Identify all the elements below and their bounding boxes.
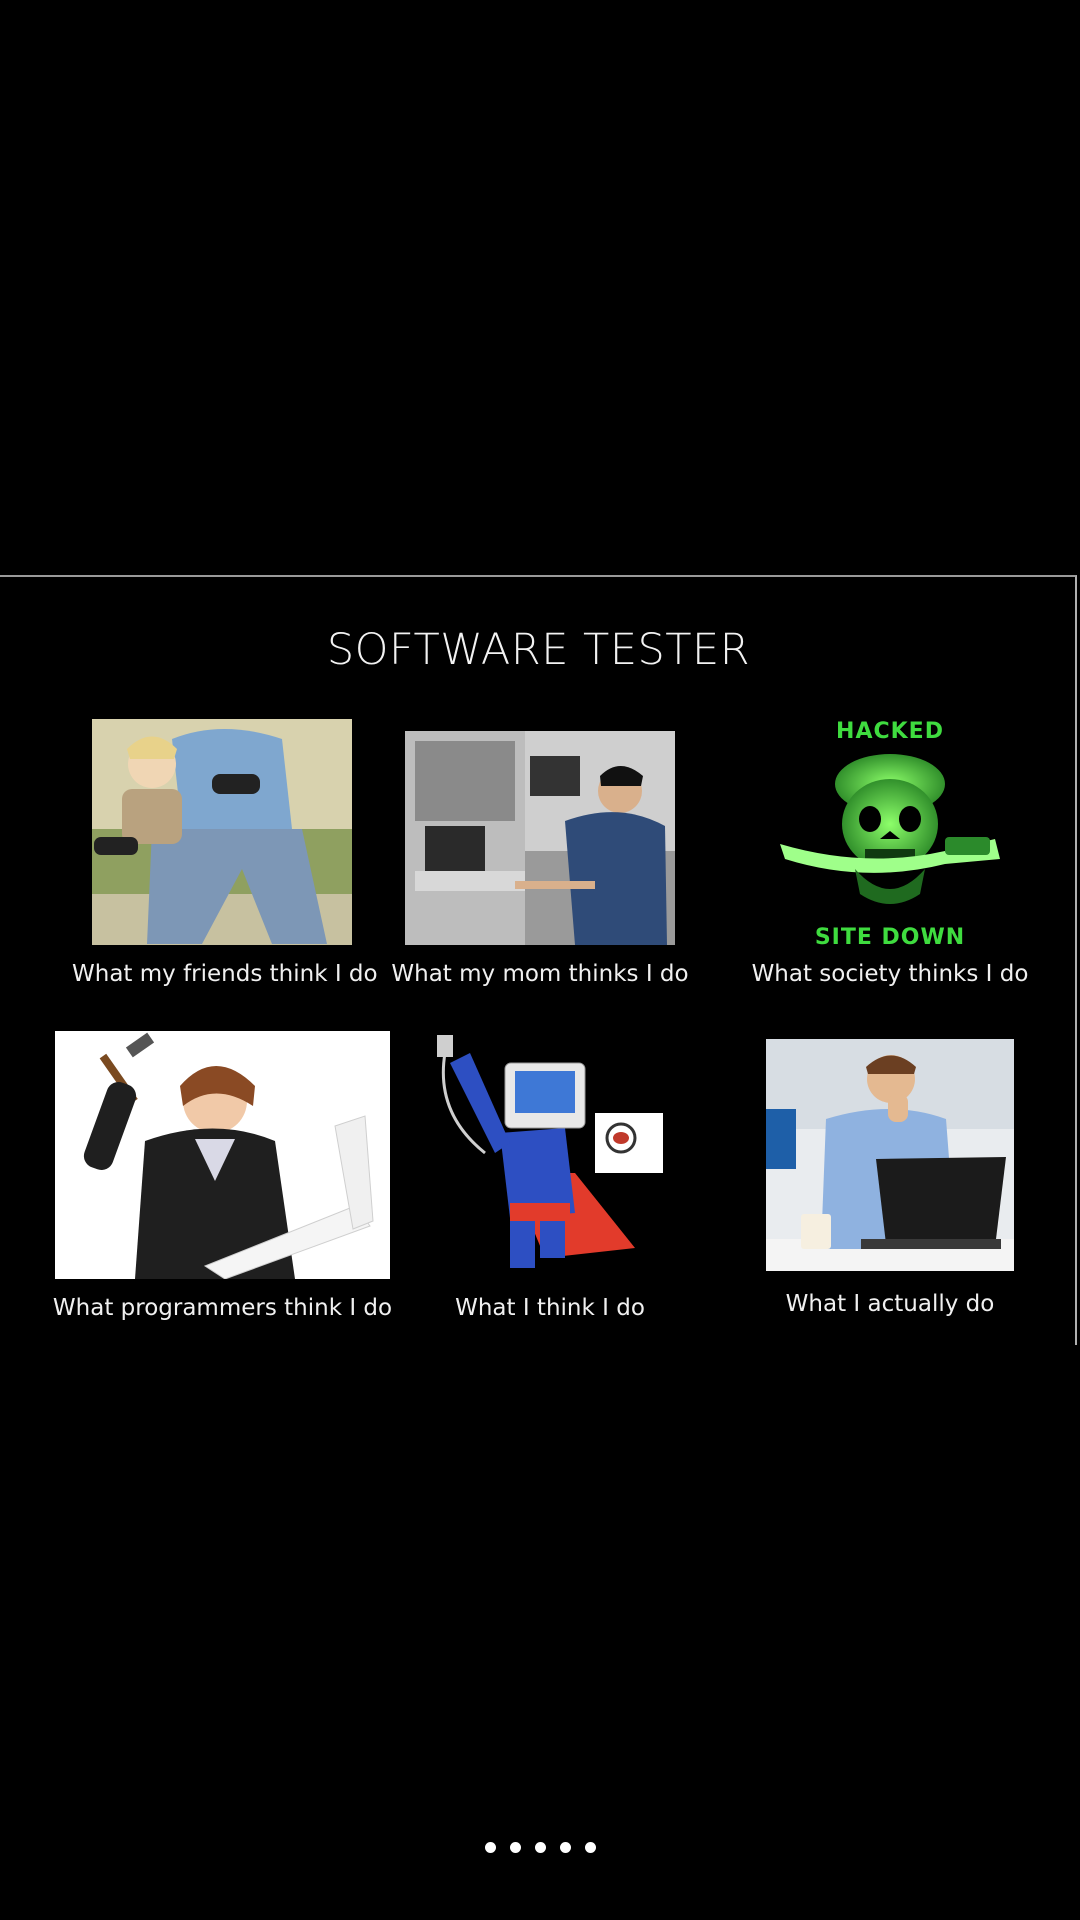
graphic-superhero-computer — [425, 1023, 675, 1283]
page-indicator[interactable] — [0, 1842, 1080, 1853]
caption-mom: What my mom thinks I do — [391, 961, 689, 987]
panel-programmers: What programmers think I do — [53, 1031, 392, 1321]
panel-actually: What I actually do — [766, 1039, 1014, 1323]
site-down-label: SITE DOWN — [814, 925, 966, 950]
graphic-hacked-skull: HACKED — [745, 719, 1035, 951]
hacked-label: HACKED — [836, 719, 944, 744]
photo-man-laptop — [766, 1039, 1014, 1271]
photo-lab-engineer — [405, 731, 675, 945]
page-dot-4[interactable] — [559, 1842, 571, 1853]
page-dot-2[interactable] — [509, 1842, 521, 1853]
skull-icon — [780, 754, 1000, 904]
panel-mom: What my mom thinks I do — [391, 731, 689, 987]
caption-friends: What my friends think I do — [72, 961, 378, 987]
page-dot-5[interactable] — [584, 1842, 596, 1853]
meme-image[interactable]: SOFTWARE TESTER — [0, 575, 1077, 1345]
page-dot-3[interactable] — [534, 1842, 546, 1853]
caption-i-think: What I think I do — [455, 1295, 645, 1321]
caption-society: What society thinks I do — [751, 961, 1029, 987]
photo-gamers — [92, 719, 352, 945]
panel-society: HACKED — [745, 719, 1035, 987]
caption-actually: What I actually do — [785, 1291, 995, 1317]
page-dot-1[interactable] — [484, 1842, 496, 1853]
panel-friends: What my friends think I do — [72, 719, 378, 987]
caption-programmers: What programmers think I do — [52, 1295, 393, 1321]
meme-title: SOFTWARE TESTER — [326, 625, 751, 675]
photo-laptop-smash — [55, 1031, 390, 1279]
panel-i-think: What I think I do — [425, 1023, 675, 1323]
